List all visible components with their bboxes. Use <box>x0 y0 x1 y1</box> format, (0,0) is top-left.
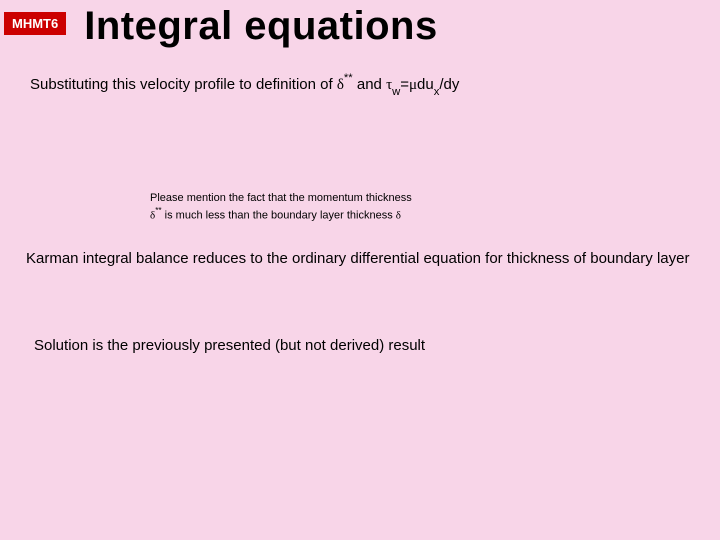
note-line1: Please mention the fact that the momentu… <box>150 191 720 206</box>
paragraph-substitution: Substituting this velocity profile to de… <box>30 73 720 99</box>
para1-prefix: Substituting this velocity profile to de… <box>30 76 337 93</box>
paragraph-solution: Solution is the previously presented (bu… <box>34 335 720 356</box>
double-prime-note: ** <box>155 206 161 215</box>
slide-title: Integral equations <box>84 4 438 49</box>
note-line2: δ ** is much less than the boundary layer… <box>150 206 720 224</box>
sub-w: w <box>392 86 400 98</box>
note-line2-suffix: is much less than the boundary layer thi… <box>162 210 396 222</box>
course-badge: MHMT6 <box>4 12 66 35</box>
paragraph-karman: Karman integral balance reduces to the o… <box>26 248 700 269</box>
mu-symbol: μ <box>409 77 417 93</box>
delta-end: δ <box>396 210 401 222</box>
sub-x: x <box>434 86 440 98</box>
equals-sign: = <box>400 76 409 93</box>
over-dy: /dy <box>439 76 459 93</box>
header-row: MHMT6 Integral equations <box>0 0 720 49</box>
delta-symbol: δ <box>337 77 344 93</box>
du-text: du <box>417 76 434 93</box>
para1-mid: and <box>353 76 386 93</box>
note-block: Please mention the fact that the momentu… <box>150 191 720 224</box>
superscript-stars: ** <box>344 72 353 84</box>
